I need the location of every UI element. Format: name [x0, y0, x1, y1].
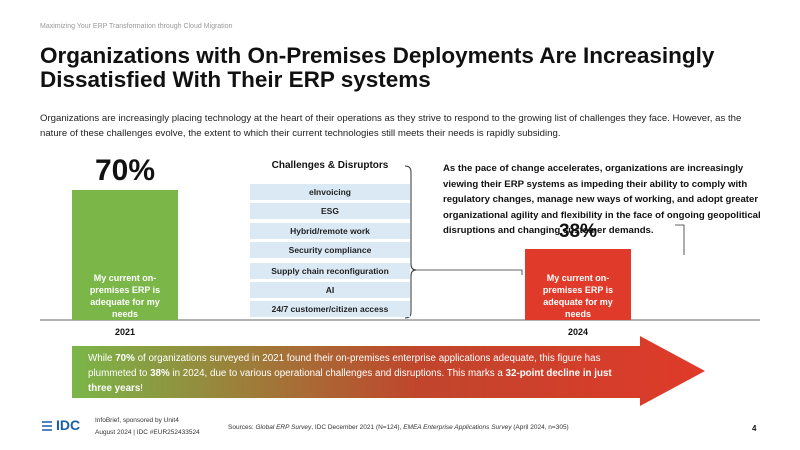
arrow-run: 32-point decline in just three years — [88, 368, 612, 394]
challenge-item: Hybrid/remote work — [250, 223, 410, 239]
arrow-run: ! — [140, 383, 144, 394]
arrow-text: While 70% of organizations surveyed in 2… — [88, 351, 638, 396]
bar-label: 70% — [94, 154, 156, 187]
bar-text: My current on-premises ERP is adequate f… — [542, 273, 614, 319]
logo: IDC — [56, 417, 81, 433]
challenge-item: Supply chain reconfiguration — [250, 263, 410, 279]
source-run: Global ERP Survey — [255, 424, 312, 431]
page-number: 4 — [752, 424, 757, 433]
challenge-item: AI — [250, 282, 410, 298]
source-run: Sources: — [228, 424, 256, 431]
connector — [416, 269, 523, 275]
arrow-run: 38% — [150, 368, 170, 379]
source-run: , IDC December 2021 (N=124), — [311, 424, 404, 431]
arrow-run: of organizations surveyed in 2021 found … — [88, 353, 601, 379]
callout: As the pace of change accelerates, organ… — [443, 163, 761, 237]
arrow — [72, 336, 705, 406]
idc-logo-mark — [42, 421, 52, 431]
footer-line2: August 2024 | IDC #EUR252433524 — [95, 429, 200, 436]
year-label: 2021 — [114, 327, 136, 337]
header: Maximizing Your ERP Transformation throu… — [40, 23, 233, 30]
bar — [525, 249, 631, 320]
year-label: 2024 — [567, 327, 589, 337]
challenge-item: ESG — [250, 203, 410, 219]
challenge-item: Security compliance — [250, 242, 410, 258]
bar — [72, 190, 178, 320]
sources: Sources: Global ERP Survey, IDC December… — [228, 424, 569, 431]
title: Organizations with On-Premises Deploymen… — [40, 43, 715, 92]
challenge-item: eInvoicing — [250, 184, 410, 200]
intro: Organizations are increasingly placing t… — [40, 113, 742, 139]
callout-bracket — [675, 224, 685, 255]
bar-label: 38% — [558, 221, 598, 243]
bar-text: My current on-premises ERP is adequate f… — [89, 273, 161, 319]
challenges-title: Challenges & Disruptors — [271, 160, 389, 171]
arrow-run: While — [88, 353, 116, 364]
source-run: EMEA Enterprise Applications Survey — [403, 424, 512, 431]
source-run: (April 2024, n=305) — [511, 424, 569, 431]
arrow-run: in 2024, due to various operational chal… — [169, 368, 506, 379]
footer-line1: InfoBrief, sponsored by Unit4 — [95, 417, 179, 424]
arrow-run: 70% — [115, 353, 135, 364]
challenge-item: 24/7 customer/citizen access — [250, 301, 410, 317]
